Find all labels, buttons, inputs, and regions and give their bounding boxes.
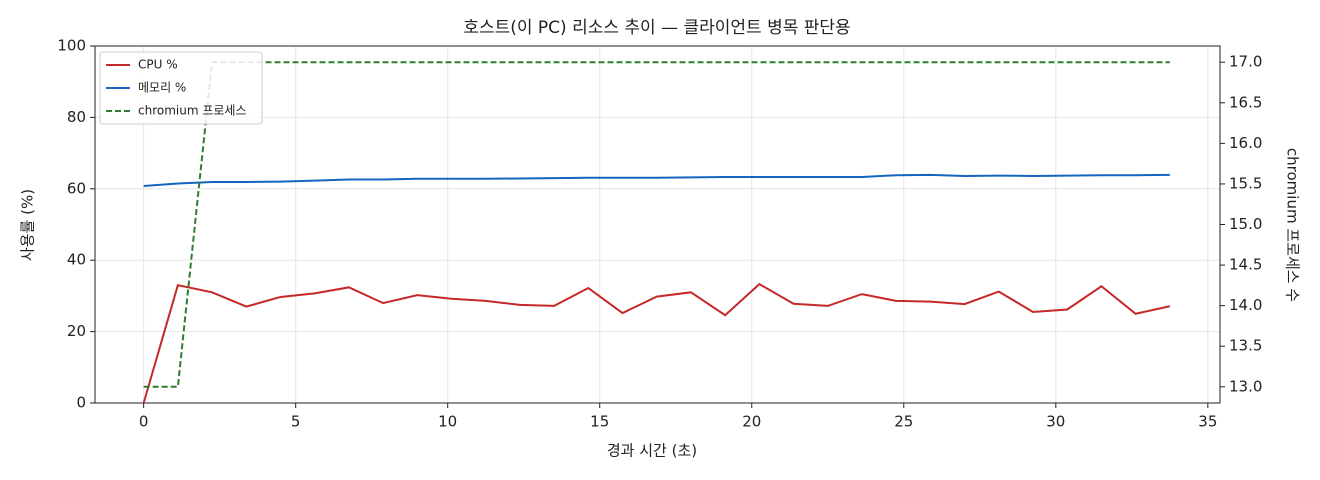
y-tick-label: 100 [57,37,86,55]
x-axis-label: 경과 시간 (초) [607,442,697,460]
legend-label: chromium 프로세스 [138,104,247,118]
y-tick-label: 60 [67,179,86,197]
y-tick-label: 40 [67,251,86,269]
y-axis-label: 사용률 (%) [19,189,37,261]
y2-tick-label: 13.5 [1229,337,1262,355]
y2-tick-label: 15.5 [1229,174,1262,192]
chart-title: 호스트(이 PC) 리소스 추이 — 클라이언트 병목 판단용 [463,18,850,38]
legend-label: CPU % [138,58,178,72]
x-tick-label: 20 [742,413,761,431]
x-tick-label: 5 [291,413,301,431]
y-tick-label: 0 [76,394,86,412]
x-tick-label: 35 [1198,413,1217,431]
x-tick-label: 0 [139,413,149,431]
y2-tick-label: 14.0 [1229,296,1262,314]
y2-tick-label: 13.0 [1229,377,1262,395]
plot-frame [94,45,1221,404]
x-tick-label: 15 [590,413,609,431]
series-line [142,282,1171,404]
y2-tick-label: 16.0 [1229,134,1262,152]
y2-tick-label: 14.5 [1229,256,1262,274]
x-tick-label: 10 [438,413,457,431]
x-tick-label: 25 [894,413,913,431]
y2-axis-label: chromium 프로세스 수 [1284,148,1302,302]
x-tick-label: 30 [1046,413,1065,431]
y2-tick-label: 17.0 [1229,53,1262,71]
y-tick-label: 80 [67,108,86,126]
legend-label: 메모리 % [138,81,186,95]
series-line [143,61,1170,388]
y-tick-label: 20 [67,322,86,340]
legend-box [99,51,263,125]
y2-tick-label: 16.5 [1229,93,1262,111]
y2-tick-label: 15.0 [1229,215,1262,233]
series-line [143,173,1170,187]
